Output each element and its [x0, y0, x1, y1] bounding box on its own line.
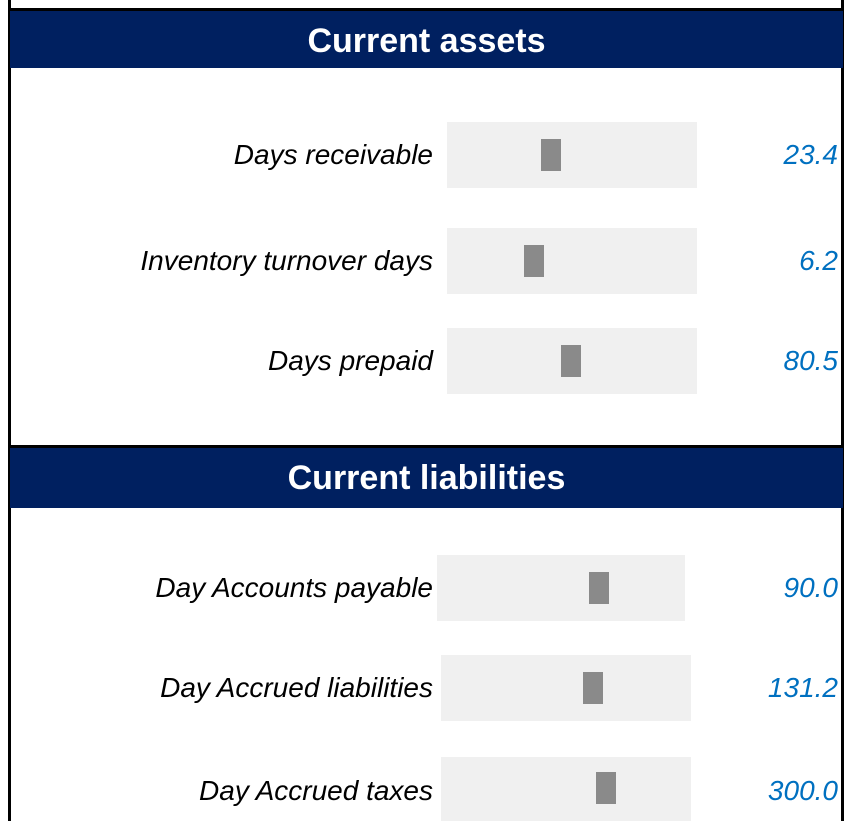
row-value: 300.0: [767, 775, 838, 806]
row-label: Day Accrued liabilities: [160, 672, 433, 703]
row-value: 80.5: [783, 345, 839, 376]
slider-thumb[interactable]: [589, 572, 609, 604]
row-label: Days receivable: [233, 139, 433, 170]
border-left: [8, 0, 11, 821]
slider-thumb[interactable]: [583, 672, 603, 704]
slider[interactable]: [447, 228, 697, 294]
row-value: 131.2: [767, 672, 838, 703]
slider[interactable]: [447, 122, 697, 188]
section-header: Current assets: [10, 8, 843, 68]
section-header: Current liabilities: [10, 445, 843, 508]
row-label: Day Accrued taxes: [199, 775, 433, 806]
slider-thumb[interactable]: [561, 345, 581, 377]
row-label: Day Accounts payable: [155, 572, 433, 603]
slider-thumb[interactable]: [524, 245, 544, 277]
row-value: 90.0: [783, 572, 839, 603]
border-right: [841, 0, 844, 821]
row-label: Days prepaid: [268, 345, 433, 376]
slider[interactable]: [447, 328, 697, 394]
row-value: 6.2: [799, 245, 838, 276]
slider-thumb[interactable]: [541, 139, 561, 171]
slider-thumb[interactable]: [596, 772, 616, 804]
slider[interactable]: [441, 757, 691, 821]
row-label: Inventory turnover days: [140, 245, 433, 276]
slider[interactable]: [437, 555, 685, 621]
slider[interactable]: [441, 655, 691, 721]
row-value: 23.4: [783, 139, 839, 170]
